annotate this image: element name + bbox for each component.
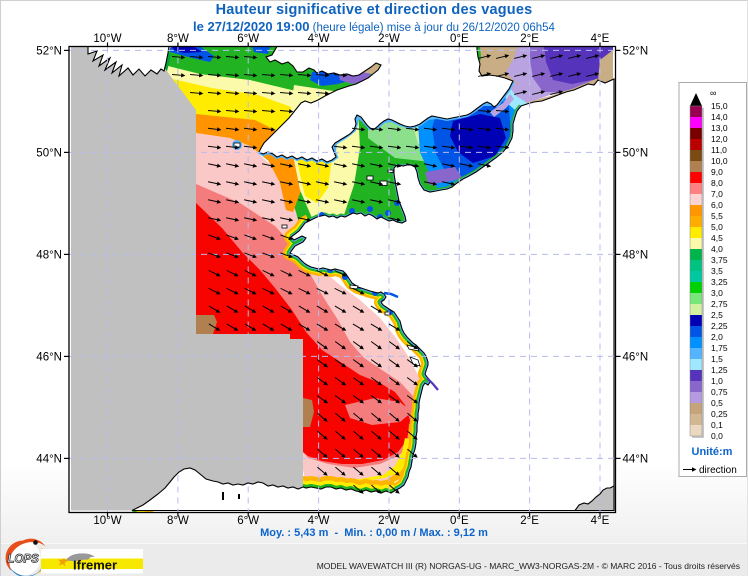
svg-text:7,0: 7,0 (711, 189, 723, 199)
svg-text:2°E: 2°E (520, 515, 539, 527)
svg-text:44°N: 44°N (623, 453, 649, 465)
svg-text:10°W: 10°W (93, 515, 121, 527)
svg-text:2°E: 2°E (520, 33, 539, 45)
svg-text:52°N: 52°N (623, 45, 649, 57)
svg-text:14,0: 14,0 (711, 112, 728, 122)
svg-text:0°E: 0°E (450, 515, 469, 527)
svg-text:4°E: 4°E (591, 515, 610, 527)
svg-text:46°N: 46°N (623, 351, 649, 363)
svg-text:3,5: 3,5 (711, 266, 723, 276)
svg-text:0,75: 0,75 (711, 387, 728, 397)
svg-text:6°W: 6°W (237, 33, 259, 45)
svg-text:13,0: 13,0 (711, 123, 728, 133)
svg-text:1,5: 1,5 (711, 354, 723, 364)
svg-text:50°N: 50°N (623, 147, 649, 159)
svg-text:44°N: 44°N (36, 453, 62, 465)
svg-text:2,0: 2,0 (711, 332, 723, 342)
svg-text:2,5: 2,5 (711, 310, 723, 320)
svg-text:46°N: 46°N (36, 351, 62, 363)
svg-text:0,5: 0,5 (711, 398, 723, 408)
svg-text:6°W: 6°W (237, 515, 259, 527)
svg-text:10,0: 10,0 (711, 156, 728, 166)
svg-text:1,25: 1,25 (711, 365, 728, 375)
svg-text:9,0: 9,0 (711, 167, 723, 177)
svg-text:5,5: 5,5 (711, 211, 723, 221)
svg-text:direction: direction (699, 465, 737, 476)
svg-text:50°N: 50°N (36, 147, 62, 159)
svg-text:LOPS: LOPS (8, 554, 40, 566)
svg-text:4°W: 4°W (308, 33, 330, 45)
svg-text:4,0: 4,0 (711, 244, 723, 254)
svg-text:0,25: 0,25 (711, 409, 728, 419)
svg-text:8,0: 8,0 (711, 178, 723, 188)
svg-text:0,0: 0,0 (711, 431, 723, 441)
svg-text:1,75: 1,75 (711, 343, 728, 353)
svg-text:2°W: 2°W (378, 515, 400, 527)
svg-text:15,0: 15,0 (711, 101, 728, 111)
svg-text:11,0: 11,0 (711, 145, 727, 155)
svg-text:52°N: 52°N (36, 45, 62, 57)
svg-text:48°N: 48°N (36, 249, 62, 261)
svg-text:3,25: 3,25 (711, 277, 728, 287)
svg-text:2,75: 2,75 (711, 299, 728, 309)
svg-text:4,5: 4,5 (711, 233, 723, 243)
svg-text:2,25: 2,25 (711, 321, 728, 331)
svg-text:6,0: 6,0 (711, 200, 723, 210)
svg-text:8°W: 8°W (167, 33, 189, 45)
svg-text:48°N: 48°N (623, 249, 649, 261)
svg-text:4°W: 4°W (308, 515, 330, 527)
svg-text:0°E: 0°E (450, 33, 469, 45)
svg-text:12,0: 12,0 (711, 134, 728, 144)
svg-text:5,0: 5,0 (711, 222, 723, 232)
svg-text:2°W: 2°W (378, 33, 400, 45)
svg-text:8°W: 8°W (167, 515, 189, 527)
svg-text:3,0: 3,0 (711, 288, 723, 298)
svg-text:0,1: 0,1 (711, 420, 723, 430)
svg-text:4°E: 4°E (591, 33, 610, 45)
svg-text:1,0: 1,0 (711, 376, 723, 386)
svg-text:3,75: 3,75 (711, 255, 728, 265)
svg-text:Unité:m: Unité:m (692, 446, 733, 458)
svg-text:∞: ∞ (710, 88, 716, 98)
svg-text:Ifremer: Ifremer (73, 558, 117, 573)
svg-text:10°W: 10°W (93, 33, 121, 45)
